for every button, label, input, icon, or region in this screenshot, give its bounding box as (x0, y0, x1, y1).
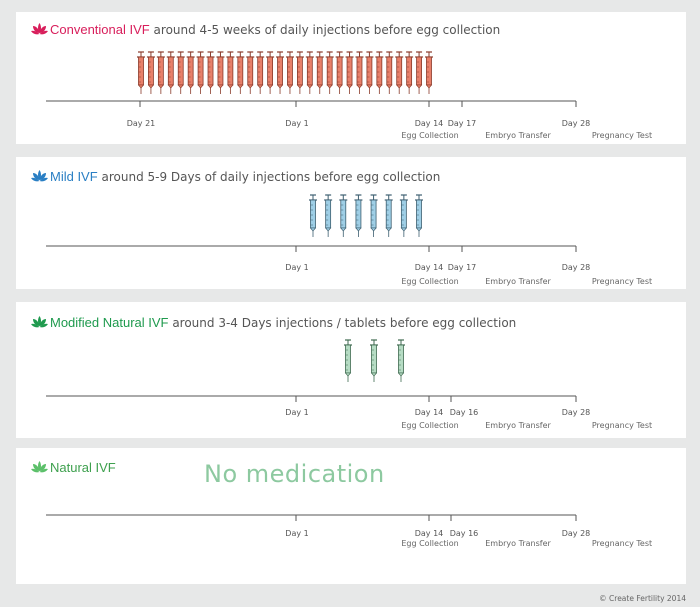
syringe-icon (425, 51, 433, 94)
day-label: Day 1 (285, 529, 309, 538)
syringe-icon (216, 51, 225, 94)
panel-title-highlight: Natural IVF (50, 460, 116, 475)
day-label: Day 14 (414, 119, 444, 128)
syringe-icon (415, 194, 423, 237)
syringe-icon (315, 51, 324, 94)
day-label: Day 28 (561, 408, 591, 417)
timeline-layer (46, 339, 577, 402)
modified-natural-ivf-panel: Modified Natural IVF around 3-4 Days inj… (16, 302, 686, 438)
panel-title-highlight: Conventional IVF (50, 22, 150, 37)
timeline-layer (46, 514, 577, 521)
syringe-icon (166, 51, 175, 94)
syringe-icon (344, 339, 352, 382)
panel-title-highlight: Modified Natural IVF (50, 315, 169, 330)
lotus-flower-icon (31, 316, 48, 328)
syringe-icon (395, 51, 404, 94)
syringe-icon (137, 51, 145, 94)
lotus-flower-icon (31, 23, 48, 35)
copyright-notice: © Create Fertility 2014 (599, 594, 686, 603)
event-label: Embryo Transfer (485, 131, 551, 140)
event-label: Embryo Transfer (485, 277, 551, 286)
lotus-flower-icon (31, 461, 48, 473)
panel-title-highlight: Mild IVF (50, 169, 98, 184)
day-label: Day 1 (285, 119, 309, 128)
day-label: Day 14 (414, 529, 444, 538)
panel-title: Mild IVF around 5-9 Days of daily inject… (50, 169, 440, 184)
event-label: Pregnancy Test (591, 131, 653, 140)
event-label: Pregnancy Test (591, 421, 653, 430)
mild-ivf-panel: Mild IVF around 5-9 Days of daily inject… (16, 157, 686, 289)
syringe-icon (285, 51, 294, 94)
event-label: Egg Collection (401, 539, 459, 548)
day-label: Day 28 (561, 119, 591, 128)
day-label: Day 17 (447, 119, 477, 128)
timeline-layer (46, 51, 577, 107)
syringe-icon (399, 194, 408, 237)
day-label: Day 28 (561, 529, 591, 538)
event-label: Egg Collection (401, 277, 459, 286)
event-label: Embryo Transfer (485, 421, 551, 430)
event-label: Egg Collection (401, 131, 459, 140)
syringe-icon (146, 51, 155, 94)
syringe-icon (196, 51, 205, 94)
syringe-icon (397, 339, 405, 382)
panel-title: Conventional IVF around 4-5 weeks of dai… (50, 22, 500, 37)
syringe-icon (355, 51, 364, 94)
panel-title-description: around 5-9 Days of daily injections befo… (97, 170, 441, 184)
syringe-icon (295, 51, 304, 94)
panel-title: Natural IVF (50, 460, 116, 475)
day-label: Day 21 (126, 119, 156, 128)
lotus-flower-icon (31, 170, 48, 182)
no-medication-note: No medication (204, 460, 385, 488)
panel-title: Modified Natural IVF around 3-4 Days inj… (50, 315, 516, 330)
syringe-icon (186, 51, 195, 94)
syringe-icon (324, 194, 333, 237)
syringe-icon (236, 51, 245, 94)
day-label: Day 1 (285, 408, 309, 417)
syringe-icon (405, 51, 414, 94)
timeline-layer (46, 194, 577, 252)
day-label: Day 28 (561, 263, 591, 272)
syringe-icon (256, 51, 265, 94)
syringe-group (344, 339, 405, 382)
syringe-icon (370, 339, 378, 382)
syringe-icon (176, 51, 185, 94)
event-label: Pregnancy Test (591, 539, 653, 548)
syringe-icon (354, 194, 363, 237)
syringe-icon (305, 51, 314, 94)
natural-ivf-panel: Natural IVF No medication Day 1 Day 14 D… (16, 448, 686, 584)
syringe-icon (345, 51, 354, 94)
syringe-icon (385, 51, 394, 94)
day-label: Day 16 (449, 529, 479, 538)
syringe-icon (375, 51, 384, 94)
syringe-icon (156, 51, 165, 94)
syringe-icon (266, 51, 275, 94)
event-label: Pregnancy Test (591, 277, 653, 286)
syringe-icon (325, 51, 334, 94)
day-label: Day 17 (447, 263, 477, 272)
syringe-group (309, 194, 423, 237)
conventional-ivf-panel: Conventional IVF around 4-5 weeks of dai… (16, 12, 686, 144)
syringe-icon (335, 51, 344, 94)
syringe-icon (226, 51, 235, 94)
event-label: Embryo Transfer (485, 539, 551, 548)
day-label: Day 14 (414, 263, 444, 272)
panel-title-description: around 4-5 weeks of daily injections bef… (149, 23, 501, 37)
syringe-icon (246, 51, 255, 94)
syringe-icon (339, 194, 348, 237)
day-label: Day 1 (285, 263, 309, 272)
panel-title-description: around 3-4 Days injections / tablets bef… (168, 316, 517, 330)
syringe-icon (415, 51, 424, 94)
syringe-icon (365, 51, 374, 94)
event-label: Egg Collection (401, 421, 459, 430)
syringe-icon (369, 194, 378, 237)
syringe-icon (206, 51, 215, 94)
syringe-group (137, 51, 433, 94)
day-label: Day 14 (414, 408, 444, 417)
day-label: Day 16 (449, 408, 479, 417)
syringe-icon (276, 51, 285, 94)
syringe-icon (309, 194, 317, 237)
syringe-icon (384, 194, 393, 237)
